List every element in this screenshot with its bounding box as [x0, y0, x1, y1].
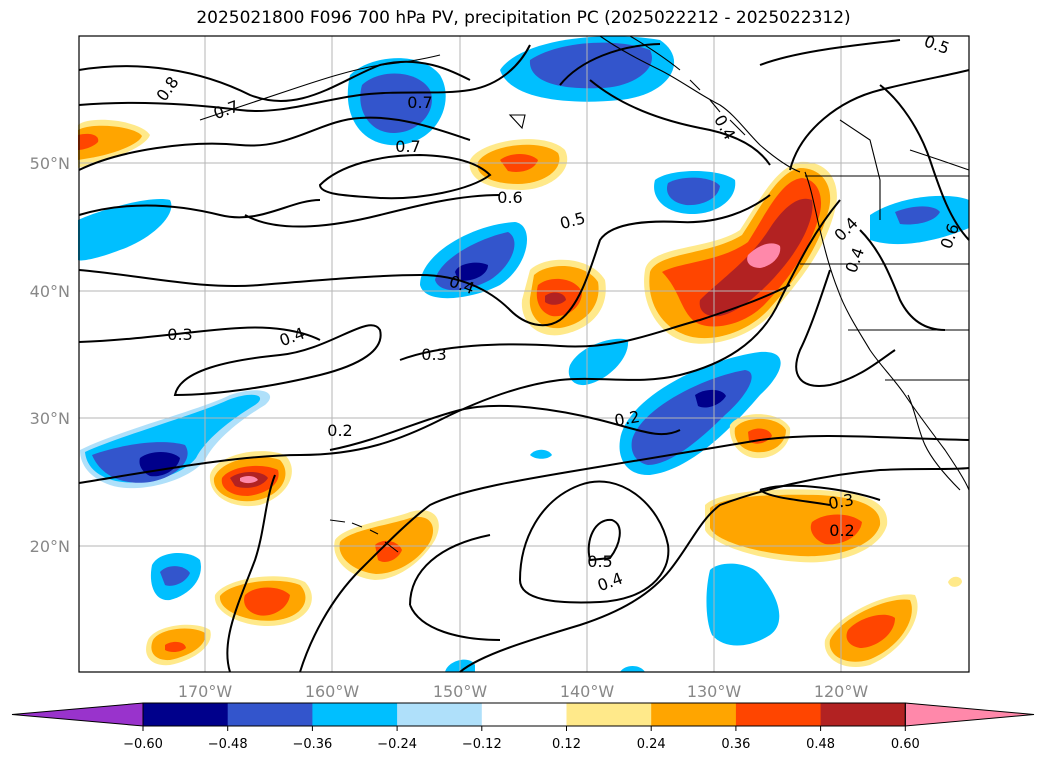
colorbar-tick-label: 0.36: [721, 737, 750, 752]
colorbar-tick-label: −0.48: [208, 737, 248, 752]
colorbar-tick-label: −0.60: [123, 737, 163, 752]
precip-negative-blob: [445, 449, 645, 672]
latitude-labels: 50°N 40°N 30°N 20°N: [30, 154, 70, 556]
contour-label: 0.3: [827, 490, 855, 513]
lon-label: 160°W: [305, 682, 360, 701]
contour-label: 0.3: [421, 345, 446, 364]
colorbar-segment: [143, 703, 229, 726]
precip-negative-blob: [654, 171, 736, 215]
colorbar-segment: [397, 703, 483, 726]
lon-label: 170°W: [178, 682, 233, 701]
colorbar: −0.60 −0.48 −0.36 −0.24 −0.12 0.12 0.24 0.36 0.4…: [11, 702, 1035, 752]
colorbar-segment: [481, 703, 567, 726]
precip-negative-blob: [706, 563, 780, 646]
precip-positive-blob: [824, 594, 918, 668]
contour-label: 0.7: [407, 93, 432, 112]
precip-positive-blob: [209, 451, 292, 507]
pv-contours: [78, 39, 970, 673]
precip-negative-blob: [150, 553, 201, 601]
precip-positive-blob: [469, 139, 568, 190]
lat-label: 20°N: [30, 537, 70, 556]
precip-positive-blob: [644, 161, 837, 344]
contour-label: 0.2: [613, 407, 641, 430]
colorbar-tick-label: 0.12: [552, 737, 581, 752]
lon-label: 150°W: [433, 682, 488, 701]
colorbar-segment: [227, 703, 313, 726]
colorbar-extend-max: [904, 702, 1035, 727]
colorbar-extend-min: [11, 702, 144, 727]
precip-negative-blob: [420, 222, 527, 299]
colorbar-segment: [312, 703, 398, 726]
colorbar-tick-label: 0.60: [891, 737, 920, 752]
contour-label: 0.2: [829, 521, 854, 540]
colorbar-tick-label: 0.24: [637, 737, 666, 752]
colorbar-segment: [566, 703, 652, 726]
map-panel: 0.8 0.7 0.7 0.7 0.6 0.5 0.5 0.4 0.4 0.4 …: [78, 32, 970, 673]
lat-label: 50°N: [30, 154, 70, 173]
longitude-labels: 170°W 160°W 150°W 140°W 130°W 120°W: [178, 682, 869, 701]
contour-label: 0.2: [327, 421, 352, 440]
precip-positive-blob: [521, 259, 606, 336]
precip-positive-blob: [948, 576, 962, 587]
colorbar-segment: [651, 703, 737, 726]
precip-positive-blob: [705, 489, 888, 563]
colorbar-tick-label: −0.24: [377, 737, 417, 752]
colorbar-tick-label: −0.36: [292, 737, 332, 752]
precip-positive-blob: [214, 576, 312, 626]
colorbar-tick-label: −0.12: [462, 737, 502, 752]
precip-negative-blob: [568, 338, 629, 386]
contour-label: 0.5: [587, 552, 612, 571]
colorbar-segment: [735, 703, 822, 726]
precip-negative-blob: [78, 195, 969, 261]
colorbar-outline: [142, 702, 906, 727]
precip-positive-blob: [729, 414, 791, 459]
contour-label: 0.7: [395, 137, 420, 156]
map-title: 2025021800 F096 700 hPa PV, precipitatio…: [196, 8, 851, 28]
lat-label: 40°N: [30, 282, 70, 301]
colorbar-segment: [820, 703, 906, 726]
coastlines: [199, 35, 970, 553]
lat-label: 30°N: [30, 409, 70, 428]
contour-label: 0.6: [497, 188, 522, 207]
contour-label: 0.3: [167, 325, 192, 344]
lon-label: 120°W: [814, 682, 869, 701]
precip-negative-blob: [80, 390, 271, 489]
precip-positive-blob: [334, 510, 439, 580]
precip-positive-blob: [78, 119, 150, 168]
lon-label: 130°W: [687, 682, 742, 701]
colorbar-tick-label: 0.48: [806, 737, 835, 752]
lon-label: 140°W: [560, 682, 615, 701]
precip-positive-blob: [146, 624, 211, 666]
